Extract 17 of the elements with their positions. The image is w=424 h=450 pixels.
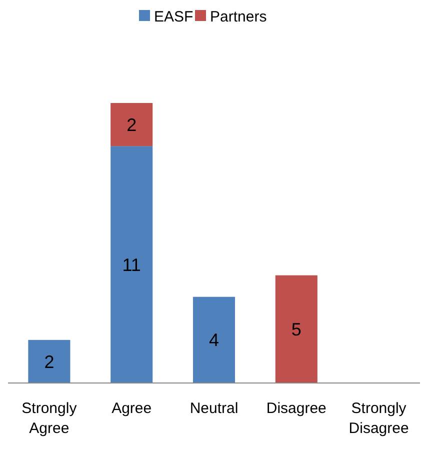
bar <box>275 275 318 383</box>
x-tick-label: Strongly Agree <box>22 400 78 437</box>
bar <box>192 296 236 383</box>
data-label: 2 <box>126 114 137 135</box>
data-label: 2 <box>44 352 54 372</box>
legend-label: EASF <box>154 8 194 26</box>
bar <box>28 340 70 383</box>
bar <box>110 103 153 146</box>
bar <box>110 146 153 383</box>
legend-label: Partners <box>210 8 267 26</box>
x-tick-label: Strongly Disagree <box>348 400 409 437</box>
data-label: 5 <box>291 319 302 340</box>
data-label: 11 <box>122 254 141 275</box>
data-label: 4 <box>208 330 220 350</box>
x-tick-label: Disagree <box>266 400 326 417</box>
x-tick-label: Neutral <box>190 400 238 417</box>
x-tick-label: Agree <box>112 400 152 417</box>
